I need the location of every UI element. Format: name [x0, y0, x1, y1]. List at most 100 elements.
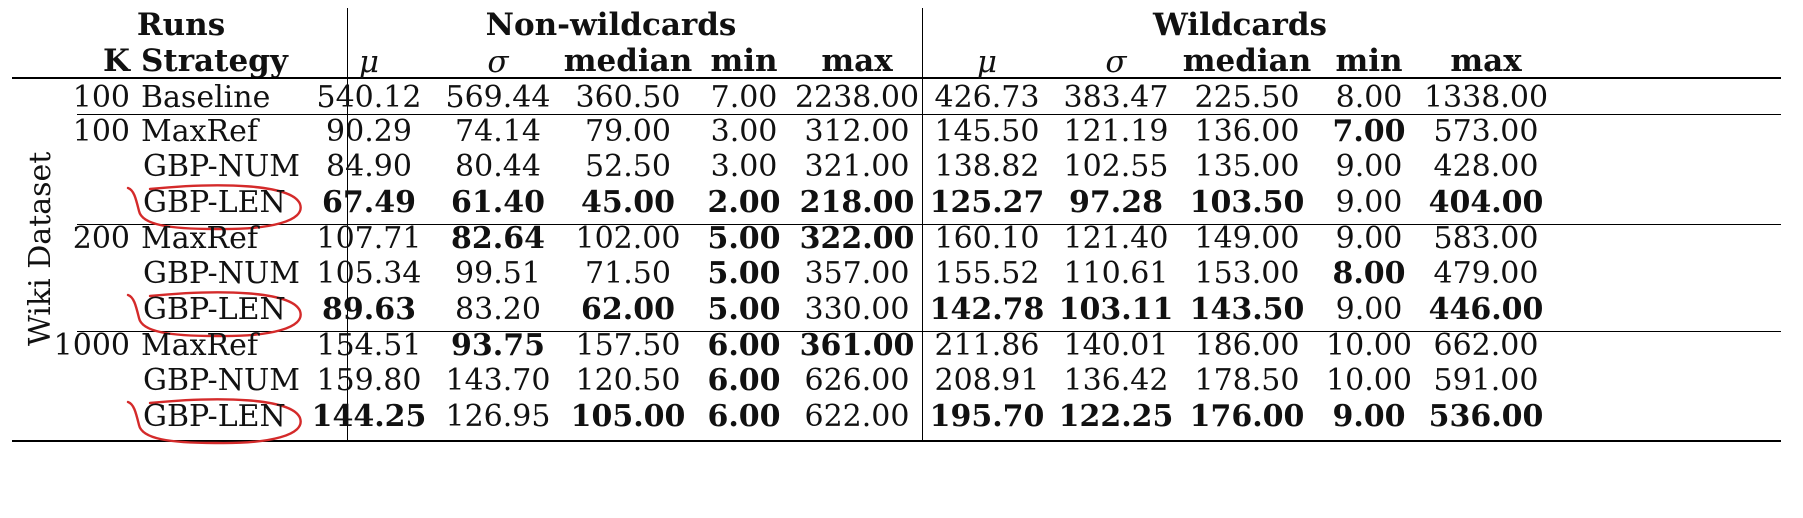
row-strategy: MaxRef	[141, 328, 258, 363]
col-header-nonwild-sigma: σ	[487, 44, 509, 80]
table-cell: 83.20	[455, 292, 541, 327]
table-cell: 446.00	[1428, 292, 1544, 327]
table-cell: 157.50	[575, 328, 681, 363]
header-strategy: Strategy	[141, 43, 288, 79]
col-header-nonwild-min: min	[710, 43, 778, 79]
row-k-value: 100	[72, 80, 130, 115]
table-cell: 360.50	[575, 80, 681, 115]
table-cell: 71.50	[585, 256, 671, 291]
table-cell: 383.47	[1063, 80, 1169, 115]
table-cell: 79.00	[585, 114, 671, 149]
group-rule-2	[77, 224, 1781, 225]
row-k-value: 1000	[53, 328, 130, 363]
table-cell: 6.00	[707, 328, 781, 363]
table-cell: 195.70	[929, 399, 1045, 434]
table-cell: 90.29	[326, 114, 412, 149]
table-cell: 8.00	[1335, 80, 1403, 115]
col-header-wild-max: max	[1450, 43, 1522, 79]
row-strategy: Baseline	[141, 80, 271, 115]
header-runs: Runs	[136, 7, 226, 43]
row-k-value: 100	[72, 114, 130, 149]
table-cell: 105.34	[316, 256, 422, 291]
table-cell: 89.63	[322, 292, 416, 327]
table-cell: 103.11	[1058, 292, 1174, 327]
table-cell: 80.44	[455, 149, 541, 184]
table-cell: 428.00	[1433, 149, 1539, 184]
table-cell: 322.00	[799, 221, 915, 256]
table-cell: 540.12	[316, 80, 422, 115]
table-cell: 62.00	[581, 292, 675, 327]
table-cell: 3.00	[710, 114, 778, 149]
table-cell: 61.40	[451, 185, 545, 220]
table-cell: 52.50	[585, 149, 671, 184]
table-cell: 622.00	[804, 399, 910, 434]
row-strategy: GBP-LEN	[143, 399, 286, 434]
table-cell: 125.27	[929, 185, 1045, 220]
table-cell: 121.40	[1063, 221, 1169, 256]
table-cell: 357.00	[804, 256, 910, 291]
table-cell: 361.00	[799, 328, 915, 363]
table-cell: 105.00	[570, 399, 686, 434]
table-cell: 144.25	[311, 399, 427, 434]
table-cell: 536.00	[1428, 399, 1544, 434]
table-cell: 84.90	[326, 149, 412, 184]
vertical-rule-right	[922, 8, 923, 440]
table-cell: 136.42	[1063, 363, 1169, 398]
table-cell: 2.00	[707, 185, 781, 220]
row-strategy: GBP-NUM	[143, 256, 300, 291]
table-cell: 5.00	[707, 256, 781, 291]
table-cell: 626.00	[804, 363, 910, 398]
header-wildcards: Wildcards	[1153, 7, 1327, 43]
table-cell: 149.00	[1194, 221, 1300, 256]
table-cell: 103.50	[1189, 185, 1305, 220]
table-cell: 143.50	[1189, 292, 1305, 327]
table-cell: 2238.00	[794, 80, 920, 115]
header-k: K	[103, 43, 130, 79]
table-cell: 154.51	[316, 328, 422, 363]
table-cell: 6.00	[707, 399, 781, 434]
col-header-nonwild-median: median	[563, 43, 693, 79]
table-cell: 186.00	[1194, 328, 1300, 363]
table-cell: 97.28	[1069, 185, 1163, 220]
col-header-wild-sigma: σ	[1105, 44, 1127, 80]
table-cell: 312.00	[804, 114, 910, 149]
table-cell: 321.00	[804, 149, 910, 184]
table-cell: 178.50	[1194, 363, 1300, 398]
table-cell: 102.55	[1063, 149, 1169, 184]
table-cell: 110.61	[1063, 256, 1169, 291]
table-cell: 67.49	[322, 185, 416, 220]
table-cell: 5.00	[707, 221, 781, 256]
table-cell: 140.01	[1063, 328, 1169, 363]
table-cell: 82.64	[451, 221, 545, 256]
table-cell: 126.95	[445, 399, 551, 434]
table-cell: 160.10	[934, 221, 1040, 256]
table-cell: 121.19	[1063, 114, 1169, 149]
table-cell: 5.00	[707, 292, 781, 327]
table-cell: 10.00	[1326, 328, 1412, 363]
table-cell: 45.00	[581, 185, 675, 220]
bottom-rule	[12, 440, 1781, 442]
table-cell: 211.86	[934, 328, 1040, 363]
table-cell: 9.00	[1335, 185, 1403, 220]
table-cell: 142.78	[929, 292, 1045, 327]
table-cell: 102.00	[575, 221, 681, 256]
table-cell: 122.25	[1058, 399, 1174, 434]
table-cell: 1338.00	[1423, 80, 1549, 115]
table-cell: 9.00	[1335, 221, 1403, 256]
table-cell: 7.00	[1332, 114, 1406, 149]
table-cell: 135.00	[1194, 149, 1300, 184]
table-cell: 153.00	[1194, 256, 1300, 291]
col-header-nonwild-mu: μ	[358, 44, 380, 80]
col-header-nonwild-max: max	[821, 43, 893, 79]
table-cell: 662.00	[1433, 328, 1539, 363]
table-cell: 330.00	[804, 292, 910, 327]
table-cell: 479.00	[1433, 256, 1539, 291]
table-cell: 426.73	[934, 80, 1040, 115]
table-cell: 569.44	[445, 80, 551, 115]
table-cell: 136.00	[1194, 114, 1300, 149]
table-cell: 591.00	[1433, 363, 1539, 398]
row-strategy: MaxRef	[141, 114, 258, 149]
table-cell: 10.00	[1326, 363, 1412, 398]
table-cell: 93.75	[451, 328, 545, 363]
group-rule-3	[77, 331, 1781, 332]
